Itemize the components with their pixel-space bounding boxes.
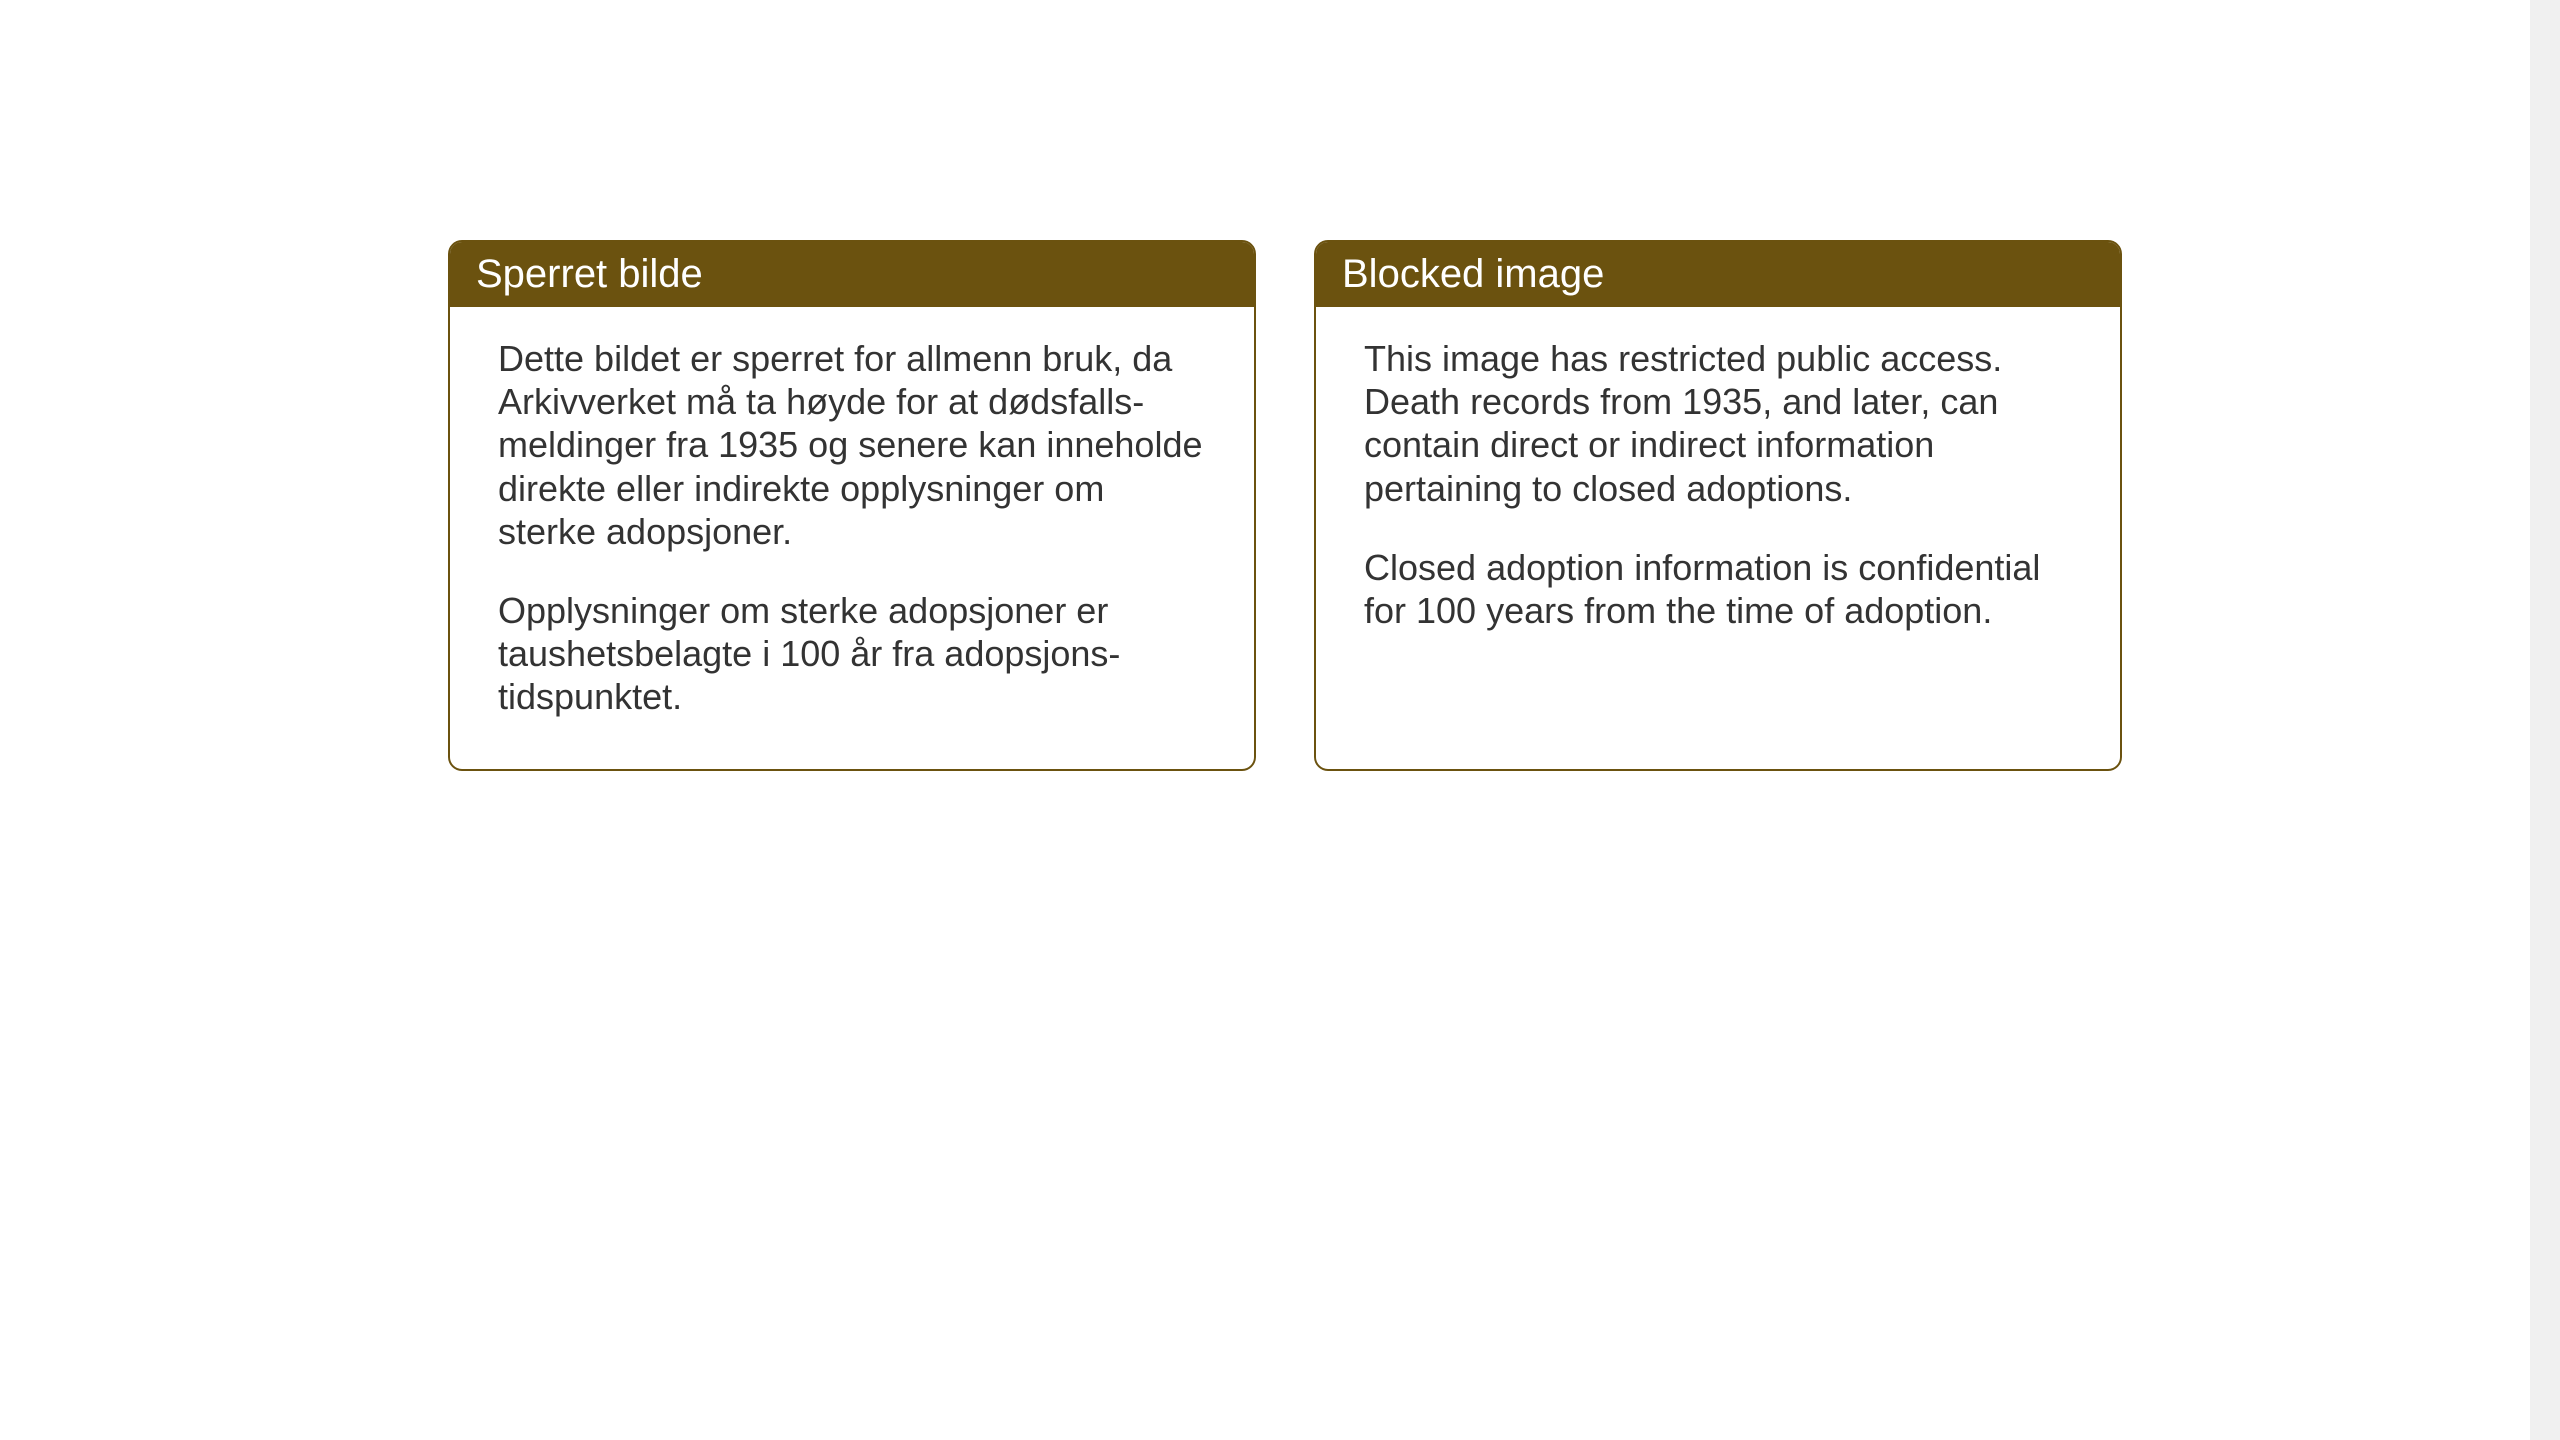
notice-box-norwegian: Sperret bilde Dette bildet er sperret fo… [448, 240, 1256, 771]
notice-paragraph: Opplysninger om sterke adopsjoner er tau… [498, 589, 1206, 719]
notice-paragraph: This image has restricted public access.… [1364, 337, 2072, 510]
notices-container: Sperret bilde Dette bildet er sperret fo… [448, 240, 2122, 771]
notice-paragraph: Closed adoption information is confident… [1364, 546, 2072, 632]
notice-header-english: Blocked image [1316, 242, 2120, 307]
notice-header-norwegian: Sperret bilde [450, 242, 1254, 307]
notice-body-norwegian: Dette bildet er sperret for allmenn bruk… [450, 307, 1254, 769]
notice-paragraph: Dette bildet er sperret for allmenn bruk… [498, 337, 1206, 553]
notice-body-english: This image has restricted public access.… [1316, 307, 2120, 682]
scrollbar-track[interactable] [2530, 0, 2560, 1440]
notice-box-english: Blocked image This image has restricted … [1314, 240, 2122, 771]
